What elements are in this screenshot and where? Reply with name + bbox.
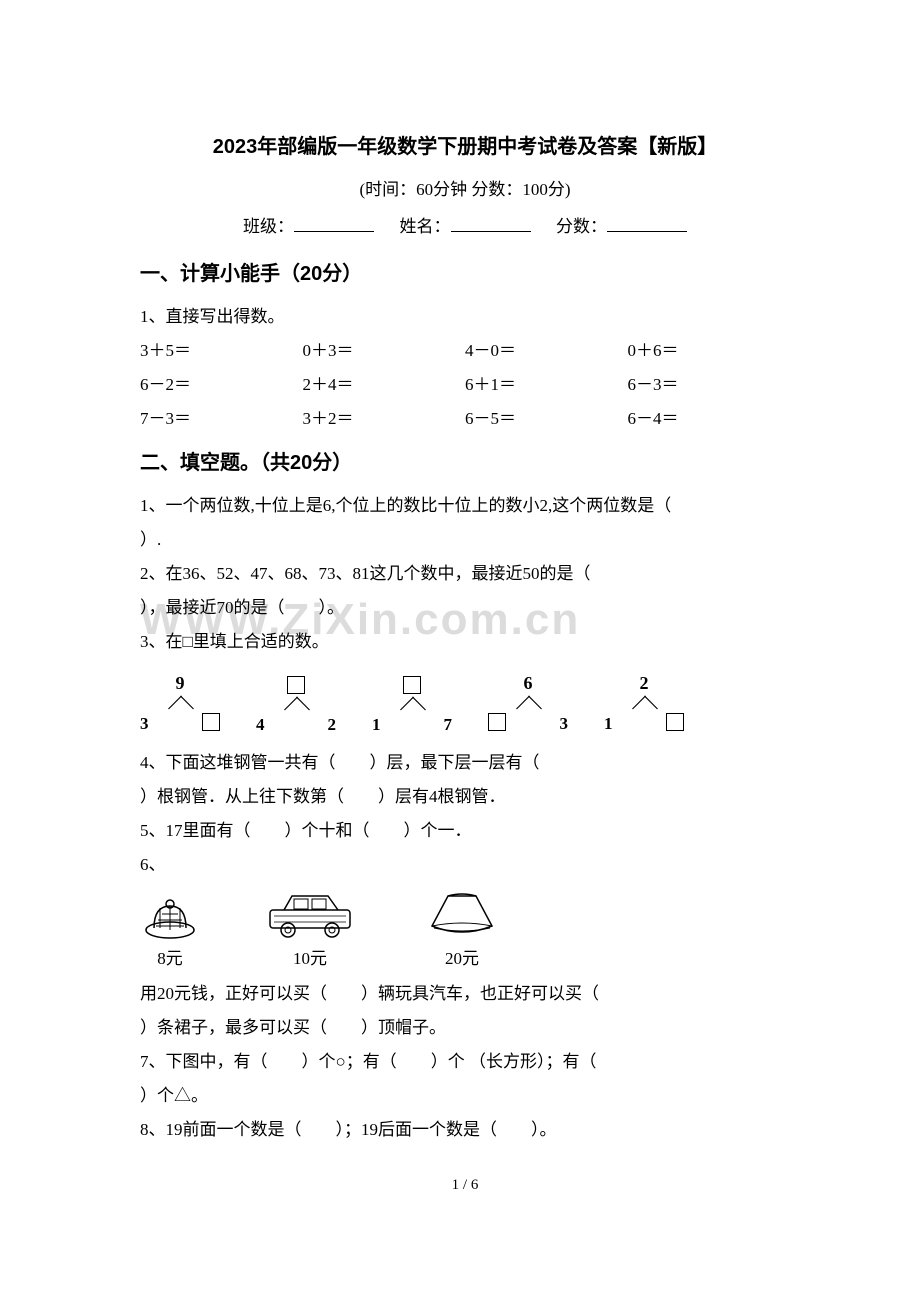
blank-box <box>403 676 421 694</box>
calc-cell: 7－3＝ <box>140 402 303 436</box>
q2-7a: 7、下图中，有（ ）个○；有（ ）个 （长方形）；有（ <box>140 1045 790 1079</box>
calc-cell: 0＋3＝ <box>303 334 466 368</box>
score-label: 分数： <box>556 217 607 236</box>
item-price: 8元 <box>140 944 200 969</box>
q2-1a: 1、一个两位数,十位上是6,个位上的数比十位上的数小2,这个两位数是（ <box>140 489 790 523</box>
blank-box <box>488 713 506 731</box>
bond-5: 2 ／＼ 1 <box>604 673 684 735</box>
item-hat: 8元 <box>140 896 200 969</box>
page-title: 2023年部编版一年级数学下册期中考试卷及答案【新版】 <box>140 130 790 159</box>
calc-cell: 4－0＝ <box>465 334 628 368</box>
blank-box <box>287 676 305 694</box>
q1-prompt: 1、直接写出得数。 <box>140 300 790 334</box>
calc-cell: 6－3＝ <box>628 368 791 402</box>
calc-row-2: 6－2＝ 2＋4＝ 6＋1＝ 6－3＝ <box>140 368 790 402</box>
calc-row-1: 3＋5＝ 0＋3＝ 4－0＝ 0＋6＝ <box>140 334 790 368</box>
calc-cell: 0＋6＝ <box>628 334 791 368</box>
q2-5: 5、17里面有（ ）个十和（ ）个一． <box>140 814 790 848</box>
q2-1b: ）. <box>140 523 790 557</box>
name-blank <box>451 215 531 232</box>
page-number: 1 / 6 <box>140 1177 790 1194</box>
q2-8: 8、19前面一个数是（ ）；19后面一个数是（ ）。 <box>140 1113 790 1147</box>
q2-7b: ）个△。 <box>140 1079 790 1113</box>
calc-cell: 6－4＝ <box>628 402 791 436</box>
calc-cell: 6－5＝ <box>465 402 628 436</box>
item-skirt: 20元 <box>420 890 504 969</box>
name-line: 班级： 姓名： 分数： <box>140 212 790 237</box>
q2-2b: ），最接近70的是（ ）。 <box>140 591 790 625</box>
calc-cell: 6＋1＝ <box>465 368 628 402</box>
bond-4: 6 ／＼ 3 <box>488 673 568 735</box>
q2-3: 3、在□里填上合适的数。 <box>140 625 790 659</box>
q2-4a: 4、下面这堆钢管一共有（ ）层，最下层一层有（ <box>140 746 790 780</box>
skirt-icon <box>420 890 504 940</box>
blank-box <box>202 713 220 731</box>
section2-head: 二、填空题。（共20分） <box>140 446 790 475</box>
name-label: 姓名： <box>400 217 451 236</box>
q2-6a: 用20元钱，正好可以买（ ）辆玩具汽车，也正好可以买（ <box>140 977 790 1011</box>
calc-cell: 3＋2＝ <box>303 402 466 436</box>
items-row: 8元 10元 <box>140 890 790 969</box>
bond-3: ／＼ 17 <box>372 673 452 736</box>
q2-4b: ）根钢管．从上往下数第（ ）层有4根钢管． <box>140 780 790 814</box>
score-blank <box>607 215 687 232</box>
item-price: 20元 <box>420 944 504 969</box>
car-icon <box>260 890 360 940</box>
hat-icon <box>140 896 200 940</box>
calc-cell: 6－2＝ <box>140 368 303 402</box>
calc-row-3: 7－3＝ 3＋2＝ 6－5＝ 6－4＝ <box>140 402 790 436</box>
class-blank <box>294 215 374 232</box>
item-car: 10元 <box>260 890 360 969</box>
exam-meta: (时间：60分钟 分数：100分) <box>140 175 790 200</box>
q2-6: 6、 <box>140 848 790 882</box>
class-label: 班级： <box>243 217 294 236</box>
bond-2: ／＼ 42 <box>256 673 336 736</box>
blank-box <box>666 713 684 731</box>
q2-6b: ）条裙子，最多可以买（ ）顶帽子。 <box>140 1011 790 1045</box>
number-bonds: 9 ／＼ 3 ／＼ 42 ／＼ 17 6 ／＼ 3 2 ／＼ <box>140 673 790 736</box>
q2-2a: 2、在36、52、47、68、73、81这几个数中，最接近50的是（ <box>140 557 790 591</box>
section1-head: 一、计算小能手（20分） <box>140 257 790 286</box>
item-price: 10元 <box>260 944 360 969</box>
calc-cell: 3＋5＝ <box>140 334 303 368</box>
bond-1: 9 ／＼ 3 <box>140 673 220 735</box>
calc-cell: 2＋4＝ <box>303 368 466 402</box>
